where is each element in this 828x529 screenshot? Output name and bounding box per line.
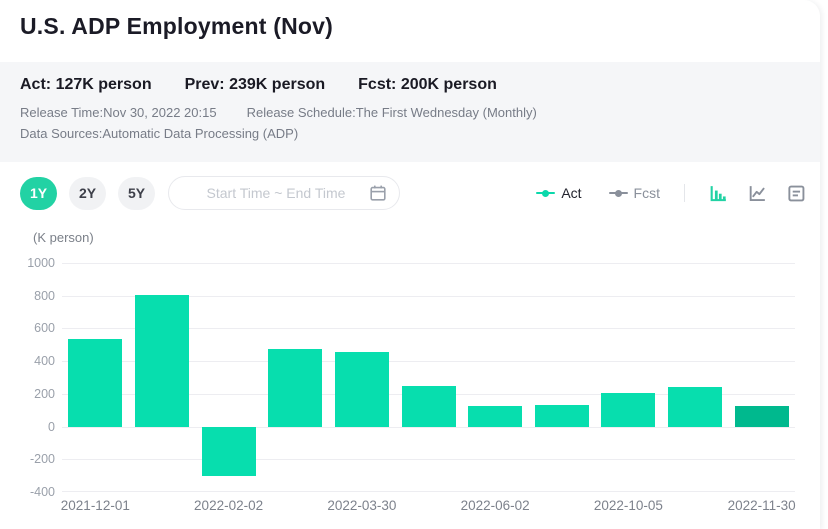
stat-previous-value: 239K person [229, 76, 326, 93]
y-tick-label: -400 [29, 485, 55, 499]
chart-bar-act[interactable] [734, 405, 789, 427]
chart-bar-act[interactable] [468, 405, 523, 427]
x-tick-label: 2022-03-30 [327, 498, 397, 513]
range-button-5y[interactable]: 5Y [118, 176, 155, 210]
stat-previous: Prev: 239K person [185, 76, 326, 94]
legend-item-fcst[interactable]: Fcst [608, 185, 660, 201]
vertical-divider [684, 184, 685, 202]
data-table-icon [787, 185, 804, 201]
stat-actual-value: 127K person [55, 76, 152, 93]
chart-bar-act[interactable] [334, 352, 389, 427]
data-sources-row: Data Sources:Automatic Data Processing (… [20, 126, 800, 141]
calendar-icon[interactable] [369, 184, 387, 202]
bar-chart-icon [710, 185, 726, 201]
range-button-1y[interactable]: 1Y [20, 176, 57, 210]
line-chart-icon [749, 185, 765, 201]
y-tick-label: 800 [34, 288, 55, 303]
y-tick-label: 400 [34, 354, 55, 369]
y-tick-label: -200 [29, 452, 55, 467]
act-series-marker [536, 189, 556, 197]
bar-chart-view-button[interactable] [707, 182, 729, 204]
y-tick-label: 0 [48, 419, 55, 434]
stat-forecast-value: 200K person [400, 76, 497, 93]
chart-bar-act[interactable] [534, 404, 589, 427]
y-axis-unit-label: (K person) [33, 230, 94, 245]
release-info-row: Release Time:Nov 30, 2022 20:15 Release … [20, 105, 800, 120]
data-sources: Data Sources:Automatic Data Processing (… [20, 126, 299, 141]
gridline [62, 459, 795, 461]
y-tick-label: 200 [34, 386, 55, 401]
legend-act-label: Act [561, 185, 582, 201]
legend-fcst-label: Fcst [633, 185, 660, 201]
chart-bar-act[interactable] [668, 387, 723, 427]
stat-forecast: Fcst: 200K person [358, 76, 497, 94]
x-tick-label: 2022-11-30 [727, 498, 796, 513]
x-tick-label: 2022-06-02 [460, 498, 530, 513]
stat-forecast-label: Fcst: [358, 76, 397, 93]
x-tick-label: 2022-02-02 [194, 498, 264, 513]
y-tick-label: 600 [34, 321, 55, 336]
release-time: Release Time:Nov 30, 2022 20:15 [20, 105, 217, 120]
chart-controls: 1Y 2Y 5Y Act Fcst [20, 176, 807, 210]
line-chart-view-button[interactable] [746, 182, 768, 204]
gridline [62, 491, 795, 492]
data-table-view-button[interactable] [785, 182, 807, 204]
gridline [62, 361, 795, 363]
plot-area [62, 263, 795, 492]
chart-bar-act[interactable] [201, 426, 256, 476]
stats-row: Act: 127K person Prev: 239K person Fcst:… [20, 76, 800, 94]
fcst-series-marker [608, 189, 628, 197]
chart-bar-act[interactable] [68, 339, 123, 427]
legend-item-act[interactable]: Act [536, 185, 582, 201]
y-axis: 1000 800 600 400 200 0 -200 -400 [0, 256, 55, 499]
chart-bar-act[interactable] [601, 392, 656, 427]
stat-previous-label: Prev: [184, 76, 225, 93]
x-tick-label: 2021-12-01 [60, 498, 130, 513]
legend-and-views: Act Fcst [536, 182, 807, 204]
range-button-2y[interactable]: 2Y [69, 176, 106, 210]
stat-actual-label: Act: [20, 76, 52, 93]
chart-bar-act[interactable] [401, 386, 456, 427]
gridline [62, 426, 795, 428]
x-axis: 2021-12-01 2022-02-02 2022-03-30 2022-06-02… [61, 498, 796, 514]
gridline [62, 295, 795, 297]
x-tick-label: 2022-10-05 [593, 498, 663, 513]
info-panel: Act: 127K person Prev: 239K person Fcst:… [0, 62, 820, 162]
gridline [62, 328, 795, 330]
page-title: U.S. ADP Employment (Nov) [20, 13, 333, 39]
stat-actual: Act: 127K person [20, 76, 152, 94]
release-schedule: Release Schedule:The First Wednesday (Mo… [246, 105, 537, 120]
date-range-picker[interactable] [168, 176, 400, 210]
chart-bar-act[interactable] [134, 294, 189, 427]
chart-bar-act[interactable] [268, 348, 323, 427]
gridline [62, 263, 795, 264]
y-tick-label: 1000 [27, 256, 55, 270]
date-range-input[interactable] [183, 184, 369, 202]
